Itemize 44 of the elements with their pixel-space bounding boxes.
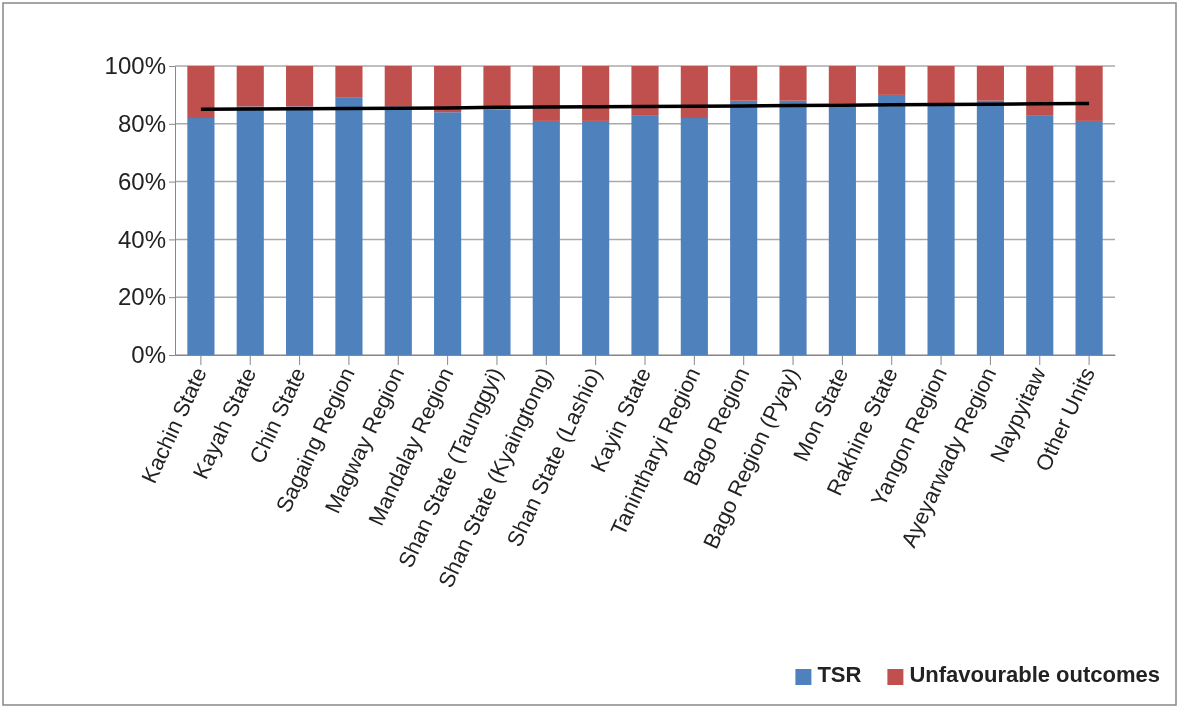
- bar: [927, 103, 955, 355]
- bar: [483, 109, 511, 355]
- bar: [1026, 66, 1054, 116]
- bar: [1075, 66, 1103, 121]
- bar: [927, 66, 955, 104]
- bar: [828, 66, 856, 104]
- bar: [680, 118, 708, 355]
- y-tick-label: 20%: [117, 283, 166, 311]
- bar: [582, 66, 610, 121]
- bar: [730, 66, 758, 101]
- bar: [384, 66, 412, 107]
- legend-label: TSR: [817, 662, 862, 687]
- bar: [286, 66, 314, 107]
- bar: [335, 66, 363, 98]
- bar: [976, 100, 1004, 355]
- bar: [434, 112, 462, 355]
- bar: [236, 66, 264, 107]
- y-tick-label: 60%: [117, 167, 166, 195]
- bar: [1026, 115, 1054, 355]
- y-tick-label: 40%: [117, 225, 166, 253]
- bar: [779, 100, 807, 355]
- bar: [878, 94, 906, 355]
- bar: [582, 120, 610, 355]
- bar: [532, 120, 560, 355]
- bar: [335, 97, 363, 355]
- y-tick-label: 80%: [117, 109, 166, 137]
- bar: [631, 115, 659, 355]
- bar: [286, 106, 314, 355]
- bar: [680, 66, 708, 119]
- bar: [1075, 120, 1103, 355]
- legend-label: Unfavourable outcomes: [909, 662, 1160, 687]
- bar: [434, 66, 462, 113]
- bar: [878, 66, 906, 95]
- bar: [779, 66, 807, 101]
- bar: [976, 66, 1004, 101]
- bar: [187, 118, 215, 355]
- bar: [532, 66, 560, 121]
- bar: [631, 66, 659, 116]
- bar: [730, 100, 758, 355]
- y-tick-label: 100%: [104, 52, 166, 80]
- bar: [187, 66, 215, 119]
- y-tick-label: 0%: [131, 341, 166, 369]
- bar: [236, 106, 264, 355]
- bar: [384, 106, 412, 355]
